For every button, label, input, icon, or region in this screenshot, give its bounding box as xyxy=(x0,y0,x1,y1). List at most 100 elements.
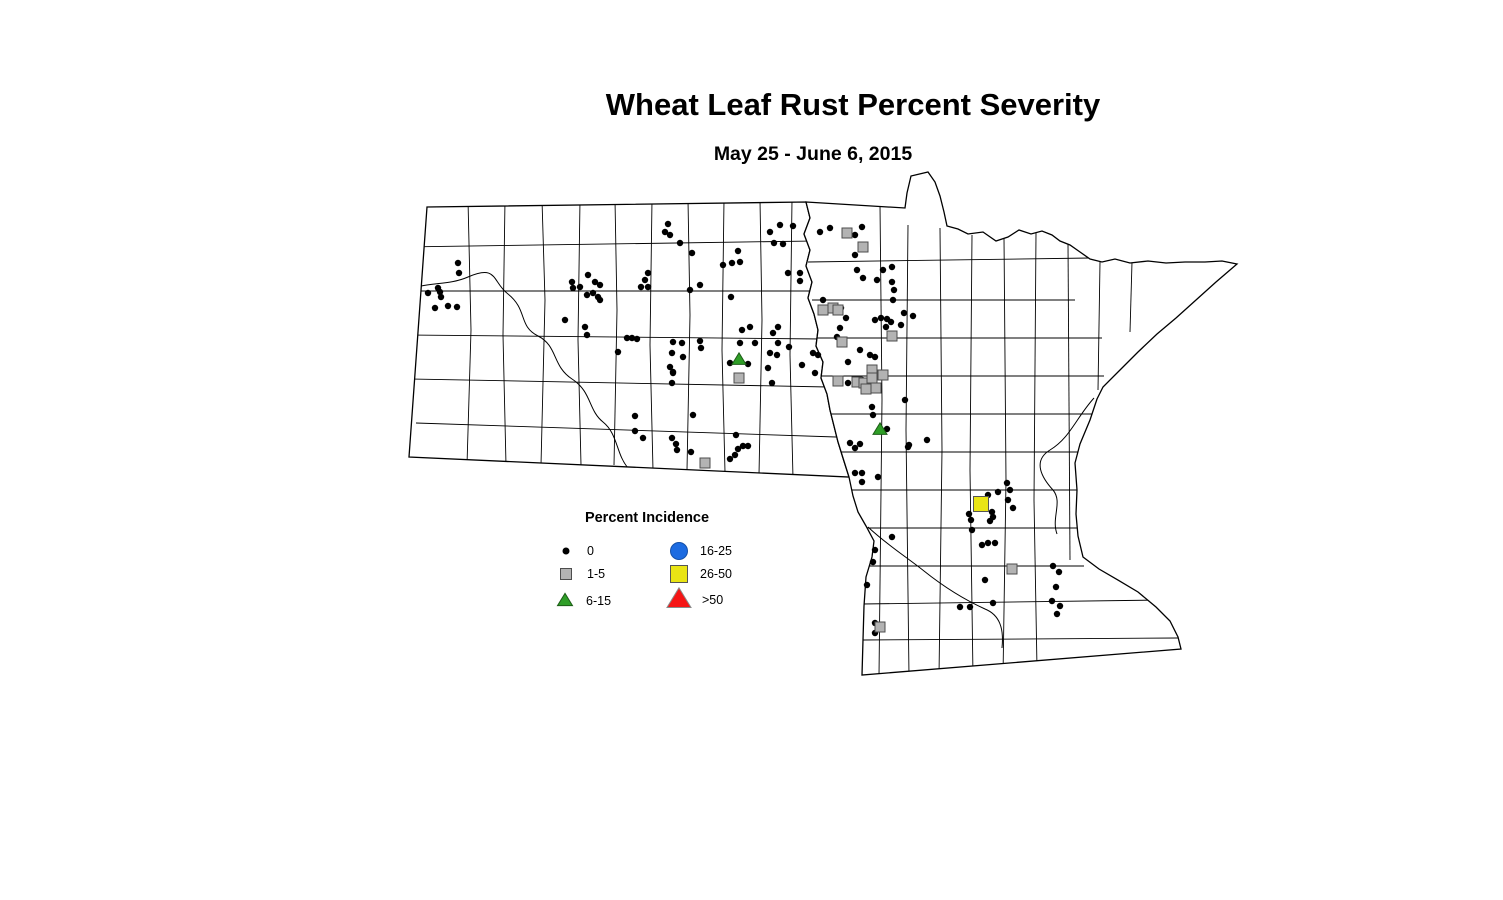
point-green-triangle xyxy=(556,592,574,607)
legend-title: Percent Incidence xyxy=(584,510,710,526)
point-gray-square xyxy=(860,383,872,395)
point-gray-square xyxy=(733,372,745,384)
point-gray-square xyxy=(1006,563,1018,575)
point-gray-square xyxy=(836,336,848,348)
point-black-dot xyxy=(989,599,997,607)
point-black-dot xyxy=(666,231,674,239)
point-black-dot xyxy=(631,412,639,420)
point-black-dot xyxy=(858,478,866,486)
point-black-dot xyxy=(779,240,787,248)
point-black-dot xyxy=(678,339,686,347)
point-black-dot xyxy=(851,231,859,239)
point-black-dot xyxy=(879,266,887,274)
yellow-square-icon xyxy=(670,565,688,583)
point-black-dot xyxy=(776,221,784,229)
legend-item-1-5: 1-5 xyxy=(551,561,605,587)
point-black-dot xyxy=(859,274,867,282)
point-black-dot xyxy=(871,316,879,324)
point-yellow-square xyxy=(973,496,989,512)
legend-label: 0 xyxy=(587,544,594,558)
point-black-dot xyxy=(967,516,975,524)
point-gray-square xyxy=(857,241,869,253)
red-triangle-icon xyxy=(666,586,692,608)
point-black-dot xyxy=(686,286,694,294)
point-black-dot xyxy=(1004,496,1012,504)
point-black-dot xyxy=(562,547,570,555)
point-black-dot xyxy=(968,526,976,534)
point-black-dot xyxy=(844,379,852,387)
point-yellow-square xyxy=(670,565,688,583)
point-green-triangle xyxy=(731,351,747,365)
blue-circle-icon xyxy=(670,542,688,560)
data-points-layer xyxy=(424,220,1064,637)
point-black-dot xyxy=(623,334,631,342)
point-black-dot xyxy=(744,442,752,450)
point-black-dot xyxy=(868,403,876,411)
point-black-dot xyxy=(664,220,672,228)
point-black-dot xyxy=(639,434,647,442)
point-black-dot xyxy=(732,431,740,439)
point-black-dot xyxy=(719,261,727,269)
point-black-dot xyxy=(696,337,704,345)
point-black-dot xyxy=(666,363,674,371)
legend-item-26-50: 26-50 xyxy=(664,561,732,587)
point-black-dot xyxy=(863,581,871,589)
point-black-dot xyxy=(882,323,890,331)
point-blue-circle xyxy=(670,542,688,560)
legend-label: 26-50 xyxy=(700,567,732,581)
point-gray-square xyxy=(886,330,898,342)
point-black-dot xyxy=(844,358,852,366)
point-black-dot xyxy=(736,339,744,347)
point-black-dot xyxy=(591,278,599,286)
point-black-dot xyxy=(644,283,652,291)
point-gray-square xyxy=(699,457,711,469)
point-black-dot xyxy=(784,269,792,277)
point-black-dot xyxy=(901,396,909,404)
point-black-dot xyxy=(734,247,742,255)
point-black-dot xyxy=(424,289,432,297)
point-black-dot xyxy=(673,446,681,454)
point-black-dot xyxy=(728,259,736,267)
point-black-dot xyxy=(978,541,986,549)
legend-label: 1-5 xyxy=(587,567,606,581)
point-black-dot xyxy=(851,444,859,452)
point-black-dot xyxy=(669,338,677,346)
point-black-dot xyxy=(774,323,782,331)
green-triangle-icon xyxy=(556,592,574,607)
point-black-dot xyxy=(679,353,687,361)
point-black-dot xyxy=(726,359,734,367)
point-black-dot xyxy=(984,539,992,547)
black-dot-icon xyxy=(562,547,570,555)
point-black-dot xyxy=(909,312,917,320)
point-black-dot xyxy=(888,278,896,286)
point-black-dot xyxy=(923,436,931,444)
point-black-dot xyxy=(811,369,819,377)
point-black-dot xyxy=(842,314,850,322)
point-black-dot xyxy=(785,343,793,351)
point-black-dot xyxy=(661,228,669,236)
point-black-dot xyxy=(614,348,622,356)
point-black-dot xyxy=(986,517,994,525)
point-black-dot xyxy=(858,223,866,231)
legend-item-gt50: >50 xyxy=(662,586,723,613)
gray-square-icon xyxy=(560,568,572,580)
point-black-dot xyxy=(856,440,864,448)
point-black-dot xyxy=(668,349,676,357)
point-black-dot xyxy=(994,488,1002,496)
point-black-dot xyxy=(769,329,777,337)
point-black-dot xyxy=(900,309,908,317)
point-red-triangle xyxy=(666,586,692,608)
point-black-dot xyxy=(1048,597,1056,605)
point-black-dot xyxy=(789,222,797,230)
point-black-dot xyxy=(1009,504,1017,512)
point-black-dot xyxy=(644,269,652,277)
point-black-dot xyxy=(1055,568,1063,576)
point-black-dot xyxy=(454,259,462,267)
point-gray-square xyxy=(832,304,844,316)
point-black-dot xyxy=(583,291,591,299)
point-black-dot xyxy=(731,451,739,459)
point-black-dot xyxy=(569,284,577,292)
point-gray-square xyxy=(870,382,882,394)
legend-item-6-15: 6-15 xyxy=(550,588,611,614)
point-black-dot xyxy=(637,283,645,291)
